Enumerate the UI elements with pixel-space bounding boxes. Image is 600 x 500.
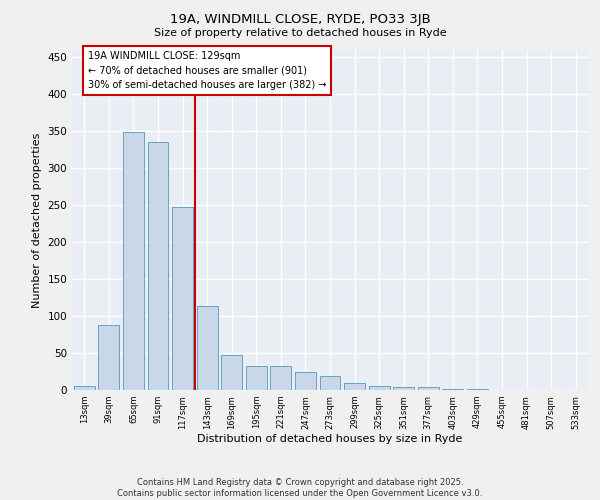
- Bar: [74, 386, 95, 390]
- Bar: [418, 387, 439, 390]
- Bar: [320, 376, 340, 390]
- Bar: [271, 366, 292, 390]
- Y-axis label: Number of detached properties: Number of detached properties: [32, 132, 42, 308]
- Bar: [172, 208, 193, 390]
- Bar: [344, 382, 365, 390]
- Bar: [246, 366, 267, 390]
- Text: Contains HM Land Registry data © Crown copyright and database right 2025.
Contai: Contains HM Land Registry data © Crown c…: [118, 478, 482, 498]
- Bar: [148, 142, 169, 390]
- Text: 19A WINDMILL CLOSE: 129sqm
← 70% of detached houses are smaller (901)
30% of sem: 19A WINDMILL CLOSE: 129sqm ← 70% of deta…: [88, 51, 326, 90]
- Bar: [98, 325, 119, 390]
- Bar: [123, 132, 144, 390]
- Bar: [368, 386, 389, 390]
- X-axis label: Distribution of detached houses by size in Ryde: Distribution of detached houses by size …: [197, 434, 463, 444]
- Bar: [393, 387, 414, 390]
- Bar: [197, 306, 218, 390]
- Bar: [221, 354, 242, 390]
- Text: 19A, WINDMILL CLOSE, RYDE, PO33 3JB: 19A, WINDMILL CLOSE, RYDE, PO33 3JB: [170, 12, 430, 26]
- Bar: [295, 372, 316, 390]
- Text: Size of property relative to detached houses in Ryde: Size of property relative to detached ho…: [154, 28, 446, 38]
